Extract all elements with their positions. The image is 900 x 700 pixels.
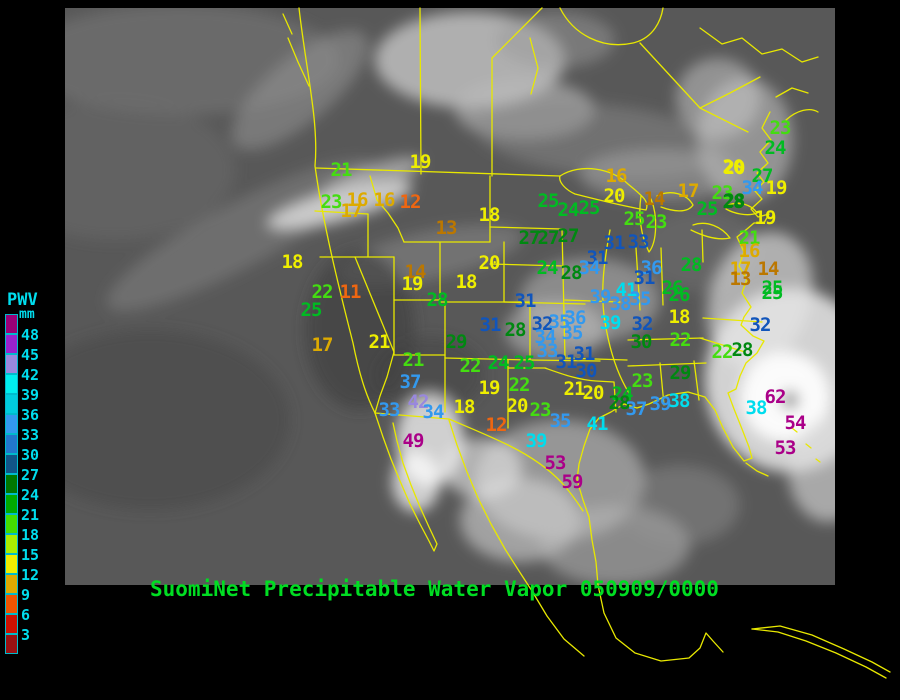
scale-units: mm (19, 307, 35, 322)
cloud-layer (65, 8, 835, 585)
scale-tick-label: 39 (21, 386, 40, 404)
scale-tick-label: 9 (21, 586, 31, 604)
scale-box (5, 414, 18, 434)
scale-tick-label: 6 (21, 606, 31, 624)
scale-box (5, 394, 18, 414)
scale-box (5, 514, 18, 534)
scale-box (5, 534, 18, 554)
map-title: SuomiNet Precipitable Water Vapor 050909… (150, 577, 719, 601)
scale-box (5, 334, 18, 354)
scale-box (5, 314, 18, 334)
scale-tick-label: 15 (21, 546, 40, 564)
scale-box (5, 474, 18, 494)
scale-tick-label: 48 (21, 326, 40, 344)
scale-box (5, 434, 18, 454)
scale-tick-label: 27 (21, 466, 40, 484)
scale-box (5, 494, 18, 514)
scale-box (5, 594, 18, 614)
scale-tick-label: 30 (21, 446, 40, 464)
scale-box (5, 634, 18, 654)
scale-tick-label: 33 (21, 426, 40, 444)
scale-tick-label: 42 (21, 366, 40, 384)
scale-tick-label: 45 (21, 346, 40, 364)
scale-heading: PWV (7, 290, 38, 310)
scale-box (5, 454, 18, 474)
scale-box (5, 554, 18, 574)
scale-tick-label: 18 (21, 526, 40, 544)
scale-box (5, 614, 18, 634)
scale-tick-label: 21 (21, 506, 40, 524)
frame-top (0, 0, 900, 8)
frame-right (835, 0, 900, 585)
scale-tick-label: 3 (21, 626, 31, 644)
map-outlines (282, 7, 891, 679)
scale-tick-label: 12 (21, 566, 40, 584)
scale-box (5, 354, 18, 374)
pwv-color-scale: PWV mm 48 45 42 39 36 33 30 27 24 21 18 15 12 9 6 3 (0, 0, 65, 700)
scale-box (5, 374, 18, 394)
scale-box (5, 574, 18, 594)
frame-bottom (65, 585, 900, 700)
scale-tick-label: 24 (21, 486, 40, 504)
scale-tick-label: 36 (21, 406, 40, 424)
